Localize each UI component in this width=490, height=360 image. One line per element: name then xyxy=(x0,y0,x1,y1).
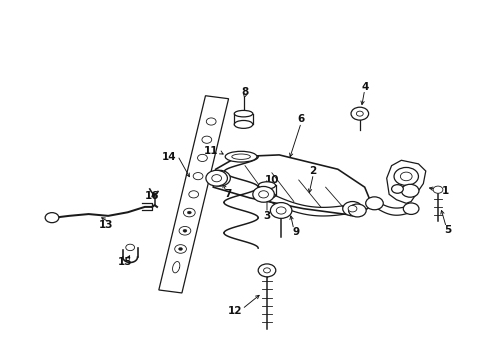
Circle shape xyxy=(401,184,419,197)
Circle shape xyxy=(126,244,135,251)
Text: 6: 6 xyxy=(297,114,305,124)
Circle shape xyxy=(356,111,363,116)
Circle shape xyxy=(206,118,216,125)
Text: 1: 1 xyxy=(441,186,449,196)
Text: 15: 15 xyxy=(118,257,132,267)
Text: 9: 9 xyxy=(293,227,300,237)
Polygon shape xyxy=(159,96,228,293)
Circle shape xyxy=(258,264,276,277)
Circle shape xyxy=(215,175,224,182)
Ellipse shape xyxy=(234,111,253,117)
Circle shape xyxy=(197,154,207,162)
Circle shape xyxy=(187,211,191,214)
Circle shape xyxy=(348,204,366,217)
Circle shape xyxy=(189,191,198,198)
Circle shape xyxy=(433,186,443,193)
Text: 4: 4 xyxy=(361,82,368,92)
Text: 2: 2 xyxy=(309,166,316,176)
Polygon shape xyxy=(213,155,372,216)
Circle shape xyxy=(175,245,186,253)
Text: 11: 11 xyxy=(203,146,218,156)
Text: 8: 8 xyxy=(242,87,248,97)
Text: 14: 14 xyxy=(162,152,176,162)
Circle shape xyxy=(394,167,418,185)
Circle shape xyxy=(212,175,221,182)
Circle shape xyxy=(351,107,368,120)
Text: 12: 12 xyxy=(228,306,243,316)
Ellipse shape xyxy=(225,151,257,162)
Circle shape xyxy=(183,229,187,232)
Circle shape xyxy=(253,186,274,202)
Circle shape xyxy=(202,136,212,143)
Circle shape xyxy=(270,203,292,219)
Circle shape xyxy=(400,172,412,181)
Circle shape xyxy=(183,208,195,217)
Text: 16: 16 xyxy=(145,191,159,201)
Text: 13: 13 xyxy=(98,220,113,230)
Ellipse shape xyxy=(232,154,250,159)
Circle shape xyxy=(179,226,191,235)
Circle shape xyxy=(348,206,357,212)
Circle shape xyxy=(366,197,383,210)
Circle shape xyxy=(276,207,286,214)
Circle shape xyxy=(259,191,269,198)
Circle shape xyxy=(403,203,419,215)
Text: 10: 10 xyxy=(265,175,279,185)
Circle shape xyxy=(343,202,362,216)
Ellipse shape xyxy=(258,192,275,199)
Text: 3: 3 xyxy=(263,211,270,221)
Circle shape xyxy=(264,268,270,273)
Text: 7: 7 xyxy=(224,189,232,199)
Circle shape xyxy=(392,185,403,193)
Circle shape xyxy=(45,213,59,223)
Text: 5: 5 xyxy=(444,225,451,235)
Circle shape xyxy=(179,248,183,251)
Polygon shape xyxy=(387,160,426,203)
Circle shape xyxy=(193,172,203,180)
Circle shape xyxy=(209,170,230,186)
Circle shape xyxy=(206,170,227,186)
Ellipse shape xyxy=(258,182,275,189)
Ellipse shape xyxy=(234,121,253,129)
